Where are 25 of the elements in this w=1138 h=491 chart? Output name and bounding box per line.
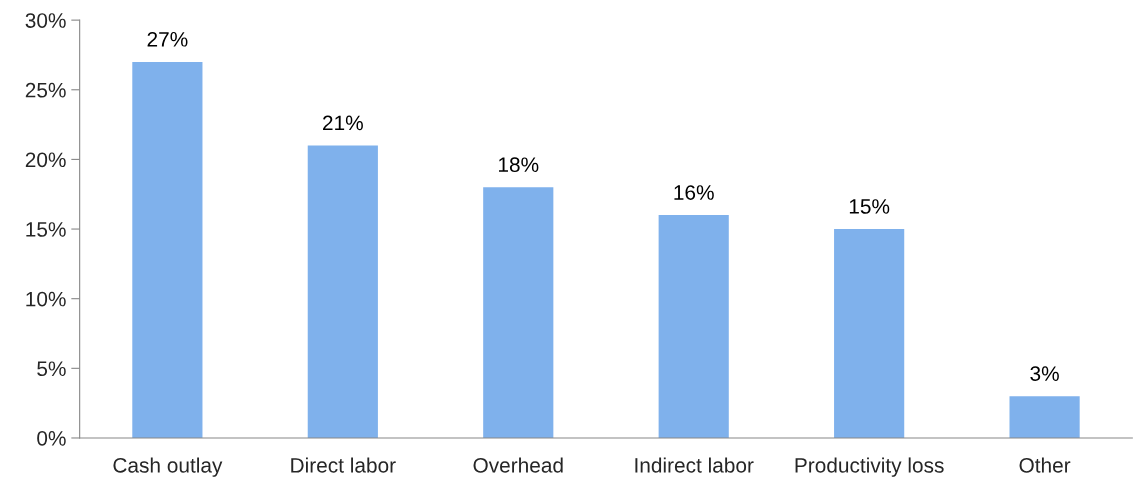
x-tick-label: Other (1019, 457, 1071, 473)
data-label: 15% (849, 199, 890, 214)
bar (834, 229, 905, 438)
y-tick-label: 15% (26, 222, 66, 237)
data-label: 3% (1030, 366, 1059, 381)
y-tick-label: 20% (25, 152, 66, 168)
bar (307, 145, 378, 438)
data-label: 27% (147, 31, 188, 47)
bar (1009, 396, 1080, 438)
data-label: 16% (674, 185, 714, 200)
x-tick-label: Direct labor (291, 457, 396, 473)
bar (658, 215, 729, 438)
bar (483, 187, 554, 438)
x-tick-label: Cash outlay (113, 457, 223, 477)
y-tick-label: 25% (25, 82, 66, 98)
y-tick-label: 30% (25, 13, 66, 28)
data-label: 18% (499, 157, 539, 173)
y-tick-label: 10% (26, 291, 66, 307)
data-label: 21% (323, 115, 363, 131)
bar (132, 61, 203, 438)
x-tick-label: Indirect labor (635, 457, 754, 473)
y-tick-label: 5% (37, 361, 66, 377)
x-tick-label: Overhead (473, 457, 563, 473)
y-tick-label: 0% (37, 430, 66, 446)
x-tick-label: Productivity loss (795, 457, 944, 477)
